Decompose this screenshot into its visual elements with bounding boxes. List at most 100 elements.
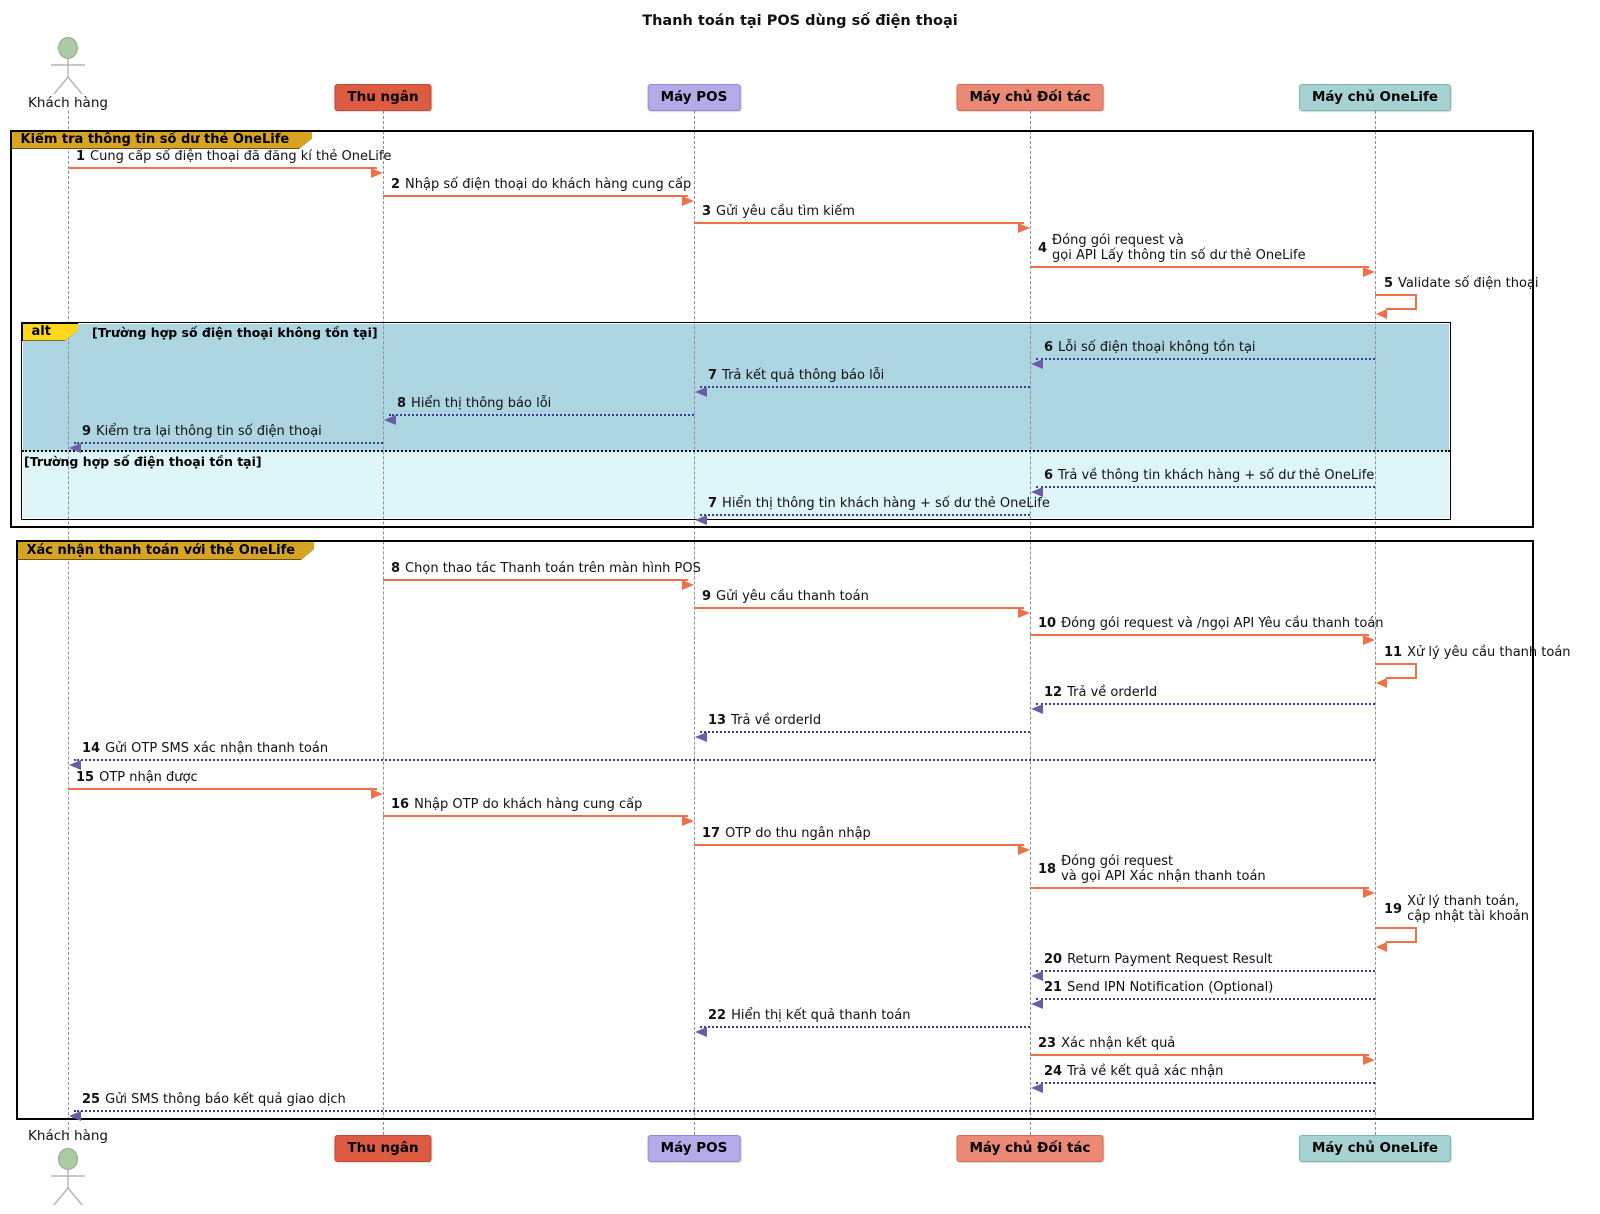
- participant-top-may-pos: Máy POS: [647, 84, 741, 111]
- message-label: 24 Trả về kết quả xác nhận: [1044, 1064, 1223, 1079]
- message-text-line: Kiểm tra lại thông tin số điện thoại: [96, 424, 322, 439]
- participant-bottom-khach-hang: Khách hàng: [28, 1128, 108, 1144]
- message-text-line: cập nhật tài khoản: [1407, 909, 1530, 924]
- alt-divider: [22, 450, 1450, 452]
- message-text-line: Chọn thao tác Thanh toán trên màn hình P…: [405, 561, 701, 576]
- message-text: Hiển thị thông báo lỗi: [411, 396, 551, 411]
- participant-bottom-may-chu-onelife: Máy chủ OneLife: [1298, 1135, 1452, 1162]
- message-number: 5: [1384, 276, 1394, 291]
- message-text-line: Nhập OTP do khách hàng cung cấp: [414, 797, 643, 812]
- message-number: 16: [391, 797, 410, 812]
- message-text: Gửi yêu cầu tìm kiếm: [716, 204, 855, 219]
- message-number: 7: [708, 368, 718, 383]
- message-number: 23: [1038, 1036, 1057, 1051]
- actor-figure-bottom-icon: [51, 1148, 85, 1206]
- message-2-line: [694, 222, 1024, 224]
- message-text: Xử lý thanh toán, cập nhật tài khoản: [1407, 894, 1529, 924]
- message-text: Gửi SMS thông báo kết quả giao dịch: [105, 1092, 346, 1107]
- message-text-line: Xử lý thanh toán,: [1407, 894, 1520, 909]
- message-18-line: [68, 788, 377, 790]
- message-number: 13: [708, 713, 727, 728]
- message-20-arrowhead: [1018, 844, 1030, 855]
- participant-top-thu-ngan: Thu ngân: [334, 84, 432, 111]
- message-label: 10 Đóng gói request và /ngọi API Yêu cầu …: [1038, 616, 1384, 631]
- message-number: 20: [1044, 952, 1063, 967]
- message-4-self-bottom: [1386, 308, 1417, 310]
- message-text-line: và gọi API Xác nhận thanh toán: [1061, 869, 1266, 884]
- message-label: 3 Gửi yêu cầu tìm kiếm: [702, 204, 855, 219]
- message-2-arrowhead: [1018, 222, 1030, 233]
- message-text: Xử lý yêu cầu thanh toán: [1407, 645, 1570, 660]
- message-text-line: Gửi yêu cầu tìm kiếm: [716, 204, 855, 219]
- message-13-line: [1030, 634, 1369, 636]
- message-label: 8 Chọn thao tác Thanh toán trên màn hình …: [391, 561, 701, 576]
- message-text-line: Đóng gói request: [1061, 854, 1174, 869]
- message-8-line: [74, 442, 383, 444]
- message-label: 2 Nhập số điện thoại do khách hàng cung c…: [391, 177, 691, 192]
- message-5-line: [1036, 358, 1375, 360]
- message-text: Chọn thao tác Thanh toán trên màn hình P…: [405, 561, 701, 576]
- message-1-arrowhead: [682, 195, 694, 206]
- message-text: Trả về thông tin khách hàng + số dư thẻ …: [1058, 468, 1374, 483]
- message-text: Đóng gói request và /ngọi API Yêu cầu th…: [1061, 616, 1383, 631]
- message-11-line: [383, 579, 688, 581]
- message-text-line: Trả về thông tin khách hàng + số dư thẻ …: [1058, 468, 1375, 483]
- message-text-line: OTP nhận được: [99, 770, 198, 785]
- participant-top-khach-hang: Khách hàng: [28, 95, 108, 111]
- message-text: Gửi OTP SMS xác nhận thanh toán: [105, 741, 328, 756]
- message-label: 12 Trả về orderId: [1044, 685, 1157, 700]
- message-number: 18: [1038, 861, 1057, 877]
- message-4-arrowhead: [1376, 309, 1387, 319]
- message-text-line: Cung cấp số điện thoại đã đăng kí thẻ On…: [90, 149, 392, 164]
- message-number: 9: [82, 424, 92, 439]
- message-number: 3: [702, 204, 712, 219]
- message-number: 25: [82, 1092, 101, 1107]
- message-16-arrowhead: [695, 731, 707, 742]
- message-25-arrowhead: [695, 1026, 707, 1037]
- message-20-line: [694, 844, 1024, 846]
- message-label: 18 Đóng gói request và gọi API Xác nhận th…: [1038, 854, 1266, 884]
- message-21-line: [1030, 887, 1369, 889]
- message-text-line: Trả về orderId: [1067, 685, 1158, 700]
- message-text-line: Gửi OTP SMS xác nhận thanh toán: [105, 741, 329, 756]
- message-27-arrowhead: [1031, 1082, 1043, 1093]
- message-text: Nhập OTP do khách hàng cung cấp: [414, 797, 642, 812]
- message-number: 7: [708, 496, 718, 511]
- message-text: Validate số điện thoại: [1398, 276, 1538, 291]
- lifeline-may-chu-doi-tac: [1029, 111, 1031, 1135]
- participant-bottom-thu-ngan: Thu ngân: [334, 1135, 432, 1162]
- message-number: 2: [391, 177, 401, 192]
- message-10-line: [700, 514, 1030, 516]
- message-label: 8 Hiển thị thông báo lỗi: [397, 396, 551, 411]
- message-text-line: Trả về orderId: [731, 713, 822, 728]
- message-text: Trả về kết quả xác nhận: [1067, 1064, 1223, 1079]
- message-text-line: Validate số điện thoại: [1398, 276, 1539, 291]
- message-text-line: Hiển thị thông báo lỗi: [411, 396, 552, 411]
- message-14-self-bottom: [1386, 677, 1417, 679]
- message-text: Return Payment Request Result: [1067, 952, 1272, 967]
- frame-tab-confirm-payment: Xác nhận thanh toán với thẻ OneLife: [16, 540, 314, 560]
- message-21-arrowhead: [1363, 887, 1375, 898]
- message-15-arrowhead: [1031, 703, 1043, 714]
- message-10-arrowhead: [695, 514, 707, 525]
- message-label: 9 Kiểm tra lại thông tin số điện thoại: [82, 424, 322, 439]
- message-text-line: Đóng gói request và /ngọi API Yêu cầu th…: [1061, 616, 1384, 631]
- message-label: 21 Send IPN Notification (Optional): [1044, 980, 1273, 995]
- message-14-self-top: [1375, 663, 1417, 665]
- message-text: OTP do thu ngân nhập: [725, 826, 871, 841]
- message-24-line: [1036, 998, 1375, 1000]
- message-text: Hiển thị kết quả thanh toán: [731, 1008, 910, 1023]
- message-7-line: [389, 414, 694, 416]
- message-3-line: [1030, 266, 1369, 268]
- message-3-arrowhead: [1363, 266, 1375, 277]
- participant-bottom-may-pos: Máy POS: [647, 1135, 741, 1162]
- message-text: Hiển thị thông tin khách hàng + số dư th…: [722, 496, 1050, 511]
- actor-figure-top-icon: [51, 37, 85, 95]
- frame-tab-check-balance-label: Kiểm tra thông tin số dư thẻ OneLife: [12, 132, 340, 149]
- message-label: 11 Xử lý yêu cầu thanh toán: [1384, 645, 1571, 660]
- message-text-line: Nhập số điện thoại do khách hàng cung cấ…: [405, 177, 692, 192]
- message-label: 13 Trả về orderId: [708, 713, 821, 728]
- message-number: 10: [1038, 616, 1057, 631]
- message-26-arrowhead: [1363, 1054, 1375, 1065]
- message-number: 6: [1044, 468, 1054, 483]
